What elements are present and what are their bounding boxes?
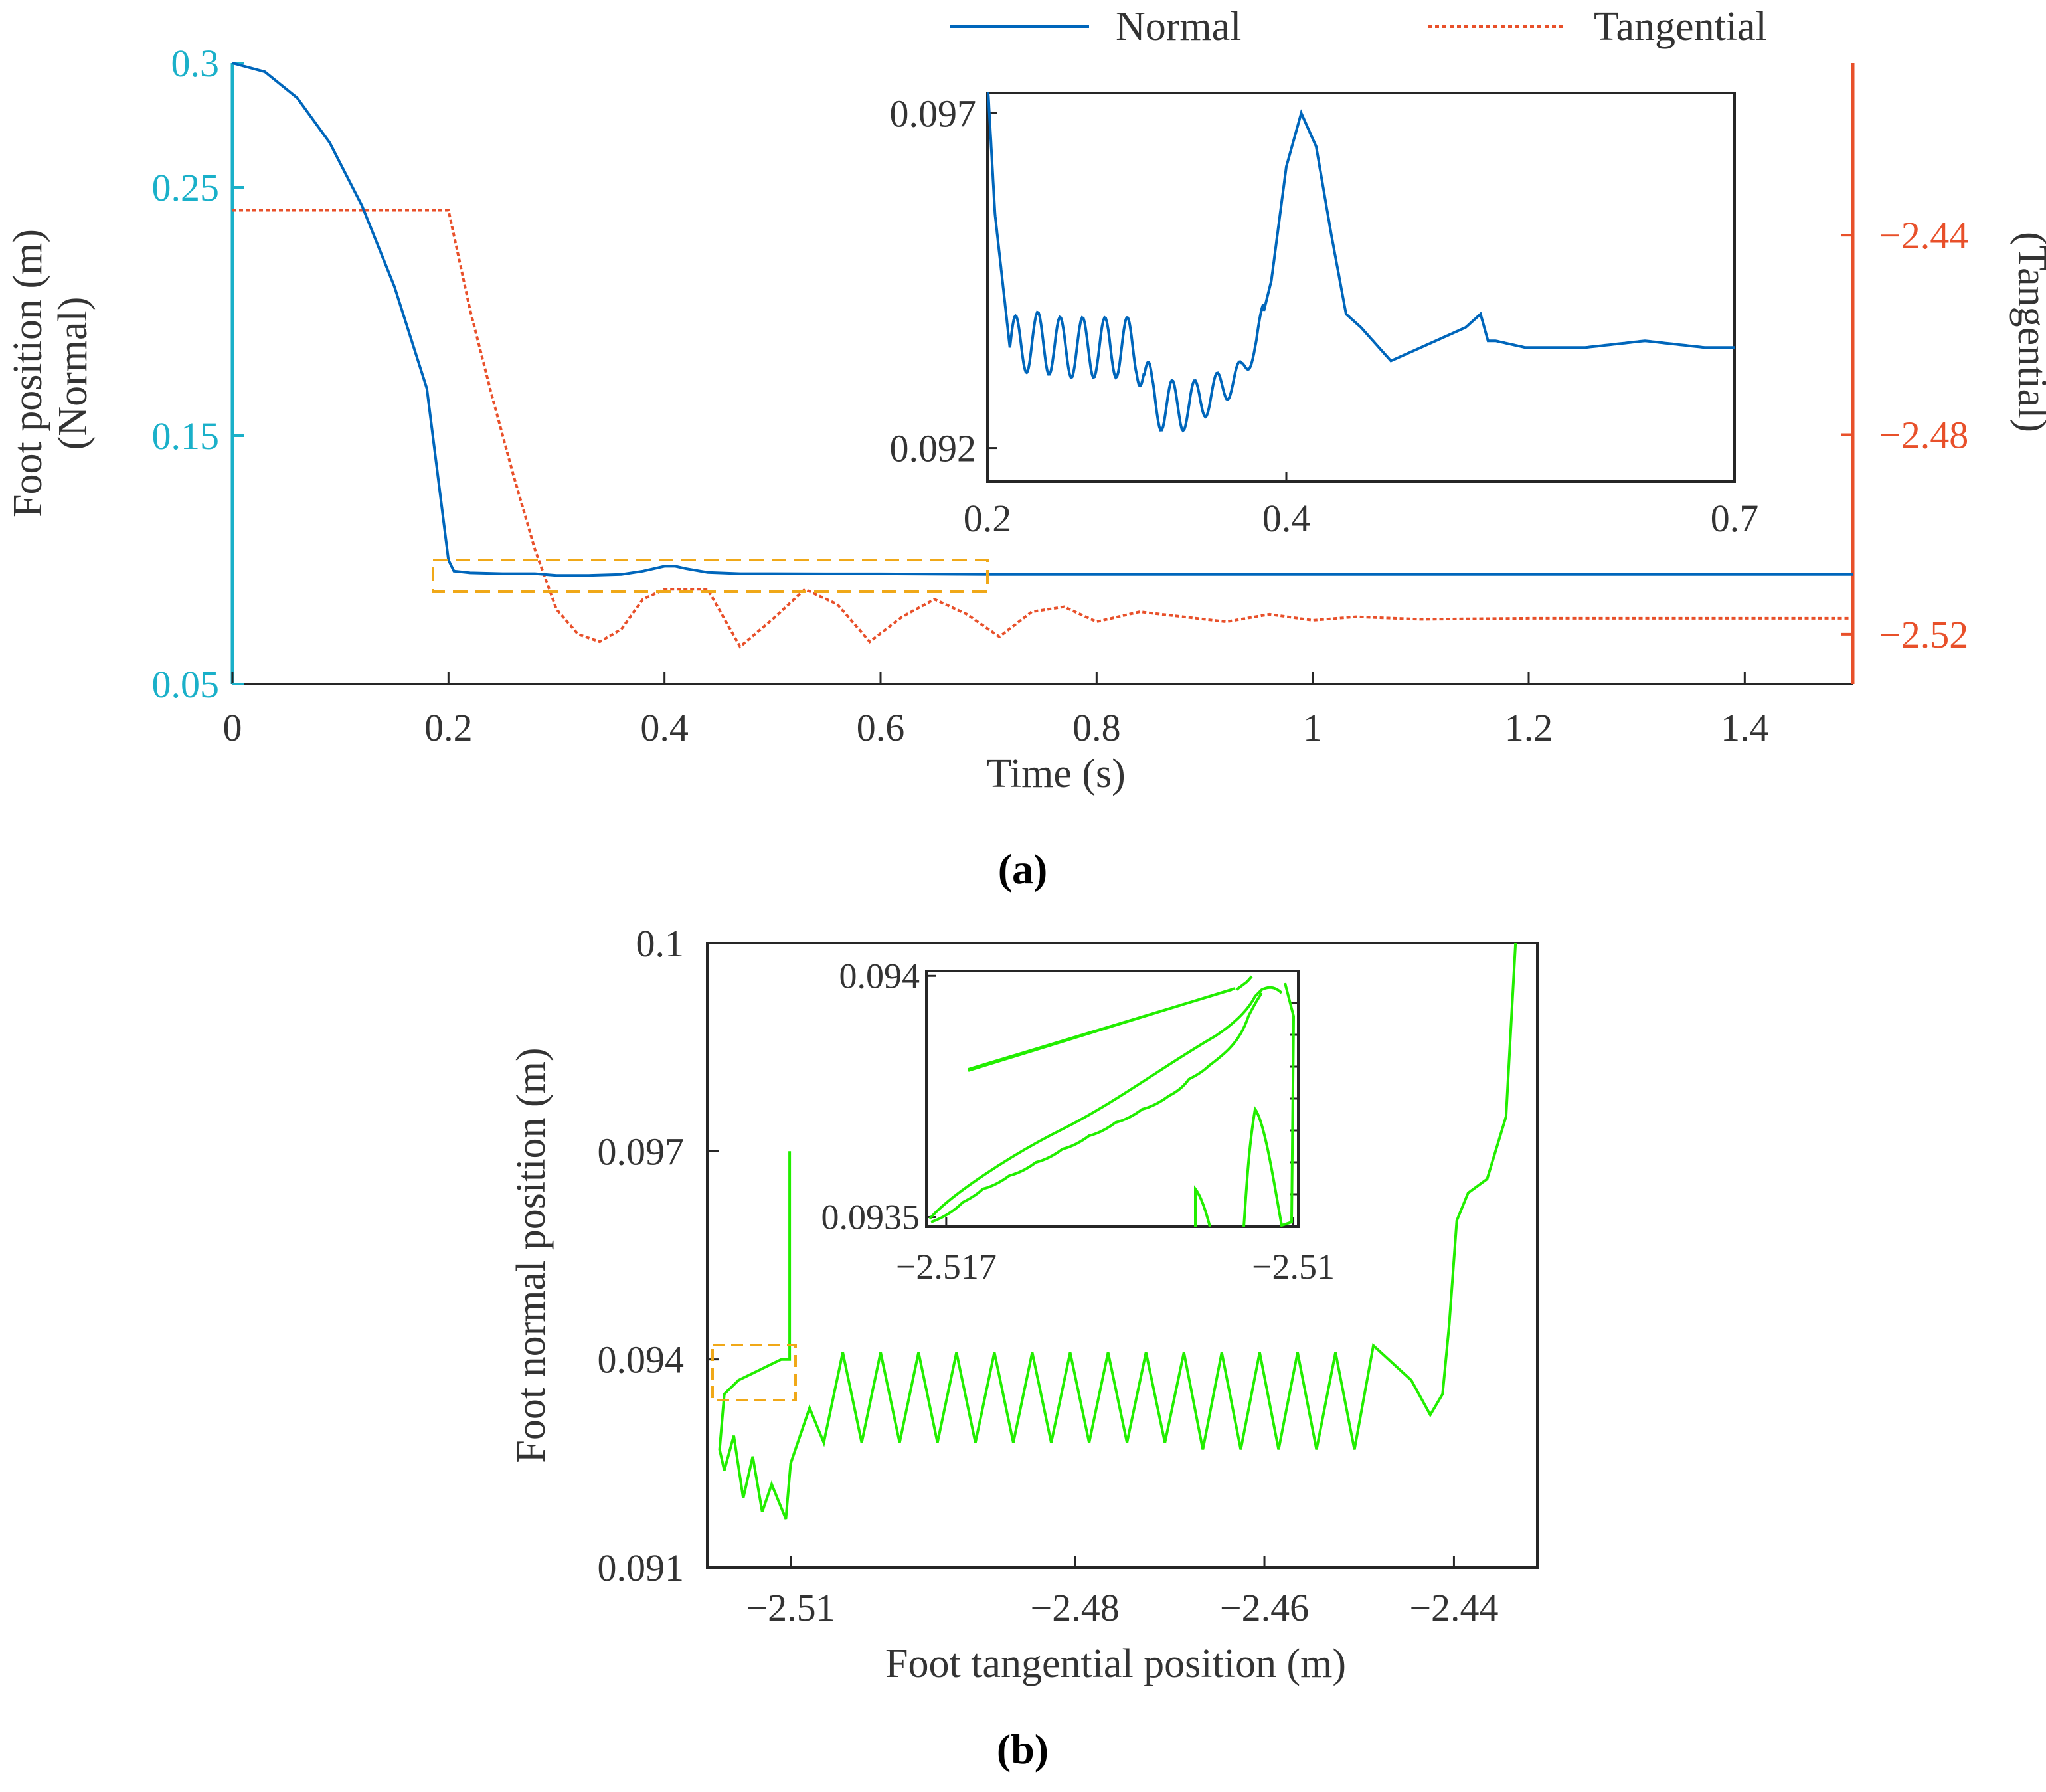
- b-ytick-label: 0.094: [598, 1338, 685, 1382]
- a-inset-xtick-label: 0.7: [1711, 497, 1759, 540]
- a-x-ticks: 0 0.2 0.4 0.6 0.8 1 1.2 1.4: [223, 672, 1769, 749]
- b-inset: −2.517 −2.51 0.0935 0.094: [821, 956, 1335, 1287]
- a-xtick-label: 0: [223, 706, 242, 749]
- a-inset-ticks: 0.2 0.4 0.7 0.092 0.097: [890, 92, 1759, 540]
- a-right-ticks: −2.52 −2.48 −2.44: [1841, 214, 1968, 656]
- b-inset-lines: [928, 975, 1296, 1227]
- a-inset-ytick-label: 0.092: [890, 427, 977, 470]
- b-ylabel: Foot normal position (m): [509, 1047, 554, 1463]
- a-left-ticks: 0.05 0.15 0.25 0.3: [152, 42, 244, 706]
- b-ytick-label: 0.1: [636, 922, 685, 965]
- b-xlabel: Foot tangential position (m): [885, 1641, 1346, 1686]
- b-ytick-label: 0.097: [598, 1130, 685, 1173]
- a-right-tick-label: −2.52: [1879, 613, 1968, 656]
- b-inset-ticks: −2.517 −2.51 0.0935 0.094: [821, 956, 1335, 1287]
- b-zoom-box: [711, 1344, 797, 1401]
- b-inset-upper-band: [968, 975, 1253, 1072]
- b-xtick-label: −2.46: [1220, 1586, 1309, 1629]
- b-ytick-label: 0.091: [598, 1546, 685, 1589]
- legend-tangential-label: Tangential: [1594, 4, 1767, 49]
- b-xtick-label: −2.48: [1031, 1586, 1120, 1629]
- a-xtick-label: 0.6: [857, 706, 905, 749]
- a-xlabel: Time (s): [986, 751, 1126, 796]
- a-xtick-label: 1: [1303, 706, 1322, 749]
- a-zoom-box: [432, 559, 989, 593]
- a-inset: 0.2 0.4 0.7 0.092 0.097: [890, 92, 1759, 540]
- b-inset-oscillation: [928, 986, 1283, 1220]
- a-xtick-label: 1.4: [1721, 706, 1769, 749]
- b-xtick-label: −2.51: [746, 1586, 835, 1629]
- b-inset-frame: [925, 970, 1300, 1228]
- a-left-tick-label: 0.15: [152, 414, 220, 458]
- a-xtick-label: 0.4: [640, 706, 689, 749]
- a-ylabel-left-1: Foot position (m): [5, 229, 50, 517]
- caption-a: (a): [998, 846, 1048, 893]
- a-inset-xtick-label: 0.2: [964, 497, 1012, 540]
- b-inset-xtick-label: −2.517: [896, 1247, 997, 1287]
- panel-a: Normal Tangential 0 0.2 0.4 0.6 0.8 1 1.2 1.4 0…: [5, 4, 2046, 893]
- b-inset-ytick-label: 0.0935: [821, 1197, 920, 1237]
- a-xtick-label: 0.8: [1072, 706, 1121, 749]
- a-xtick-label: 1.2: [1505, 706, 1553, 749]
- a-normal-line: [232, 62, 1853, 577]
- legend-a: Normal Tangential: [950, 4, 1767, 49]
- legend-normal-label: Normal: [1116, 4, 1241, 49]
- b-inset-stub: [1194, 1185, 1211, 1227]
- a-ylabel-right: (Tangential): [2009, 232, 2046, 432]
- b-trajectory-line: [718, 942, 1517, 1520]
- a-inset-xtick-label: 0.4: [1262, 497, 1311, 540]
- b-inset-ripple: [930, 992, 1263, 1223]
- a-right-tick-label: −2.44: [1879, 214, 1968, 257]
- a-left-tick-label: 0.25: [152, 166, 220, 209]
- b-inset-drop: [1242, 982, 1296, 1227]
- b-frame: [706, 942, 1539, 1569]
- a-right-tick-label: −2.48: [1879, 413, 1968, 456]
- a-xtick-label: 0.2: [424, 706, 473, 749]
- a-ylabel-left-2: (Normal): [50, 297, 96, 450]
- panel-b: −2.51 −2.48 −2.46 −2.44 0.091 0.094 0.097 0.1 F…: [509, 922, 1539, 1773]
- a-inset-normal-line: [986, 92, 1735, 433]
- caption-b: (b): [997, 1726, 1049, 1773]
- a-inset-ytick-label: 0.097: [890, 92, 977, 135]
- b-inset-xtick-label: −2.51: [1252, 1247, 1335, 1287]
- b-xtick-label: −2.44: [1409, 1586, 1498, 1629]
- a-left-tick-label: 0.05: [152, 663, 220, 706]
- a-left-tick-label: 0.3: [171, 42, 220, 85]
- b-inset-ytick-label: 0.094: [839, 956, 920, 996]
- a-tangential-line: [232, 209, 1853, 649]
- b-ticks: −2.51 −2.48 −2.46 −2.44 0.091 0.094 0.097 0.1: [598, 922, 1499, 1629]
- a-inset-frame: [986, 92, 1736, 483]
